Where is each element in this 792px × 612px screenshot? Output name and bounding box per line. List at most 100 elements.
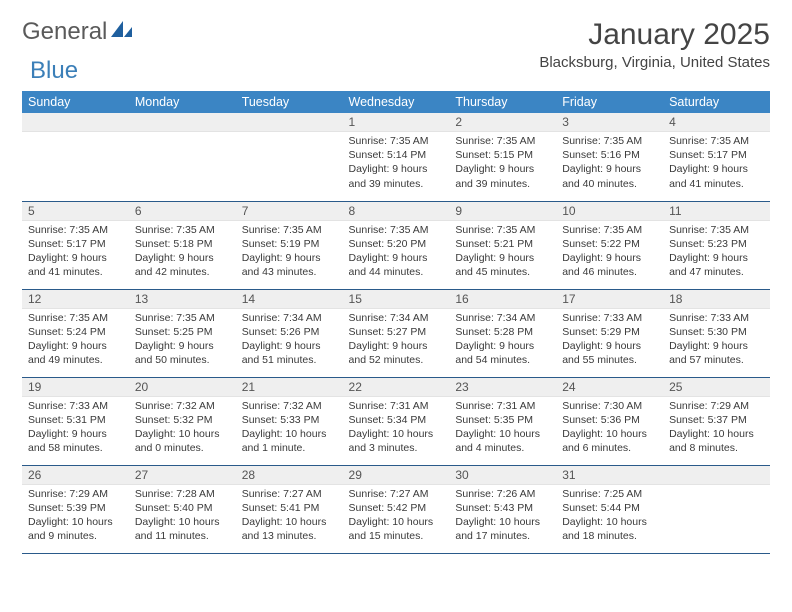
day-content	[663, 485, 770, 545]
day-content	[22, 132, 129, 192]
calendar-day-cell: 23Sunrise: 7:31 AMSunset: 5:35 PMDayligh…	[449, 377, 556, 465]
weekday-header: Tuesday	[236, 91, 343, 113]
calendar-day-cell: 13Sunrise: 7:35 AMSunset: 5:25 PMDayligh…	[129, 289, 236, 377]
day-number: 10	[556, 202, 663, 221]
calendar-day-cell: 31Sunrise: 7:25 AMSunset: 5:44 PMDayligh…	[556, 465, 663, 553]
calendar-table: SundayMondayTuesdayWednesdayThursdayFrid…	[22, 91, 770, 554]
day-number: 31	[556, 466, 663, 485]
day-content: Sunrise: 7:35 AMSunset: 5:21 PMDaylight:…	[449, 221, 556, 284]
day-content: Sunrise: 7:29 AMSunset: 5:37 PMDaylight:…	[663, 397, 770, 460]
day-content	[129, 132, 236, 192]
calendar-day-cell: 16Sunrise: 7:34 AMSunset: 5:28 PMDayligh…	[449, 289, 556, 377]
day-number: 29	[343, 466, 450, 485]
calendar-page: General January 2025 Blacksburg, Virgini…	[0, 0, 792, 554]
day-number	[22, 113, 129, 132]
day-content: Sunrise: 7:28 AMSunset: 5:40 PMDaylight:…	[129, 485, 236, 548]
calendar-day-cell	[22, 113, 129, 201]
calendar-day-cell: 19Sunrise: 7:33 AMSunset: 5:31 PMDayligh…	[22, 377, 129, 465]
weekday-header: Monday	[129, 91, 236, 113]
day-content: Sunrise: 7:35 AMSunset: 5:17 PMDaylight:…	[22, 221, 129, 284]
day-number: 5	[22, 202, 129, 221]
calendar-week-row: 12Sunrise: 7:35 AMSunset: 5:24 PMDayligh…	[22, 289, 770, 377]
weekday-header: Saturday	[663, 91, 770, 113]
brand-word-1: General	[22, 18, 107, 46]
day-content	[236, 132, 343, 192]
calendar-day-cell: 30Sunrise: 7:26 AMSunset: 5:43 PMDayligh…	[449, 465, 556, 553]
day-number: 21	[236, 378, 343, 397]
day-content: Sunrise: 7:32 AMSunset: 5:33 PMDaylight:…	[236, 397, 343, 460]
day-number: 19	[22, 378, 129, 397]
day-content: Sunrise: 7:35 AMSunset: 5:22 PMDaylight:…	[556, 221, 663, 284]
calendar-day-cell: 7Sunrise: 7:35 AMSunset: 5:19 PMDaylight…	[236, 201, 343, 289]
day-content: Sunrise: 7:30 AMSunset: 5:36 PMDaylight:…	[556, 397, 663, 460]
day-number: 12	[22, 290, 129, 309]
day-content: Sunrise: 7:29 AMSunset: 5:39 PMDaylight:…	[22, 485, 129, 548]
day-content: Sunrise: 7:35 AMSunset: 5:25 PMDaylight:…	[129, 309, 236, 372]
month-title: January 2025	[539, 18, 770, 52]
day-number: 8	[343, 202, 450, 221]
calendar-day-cell: 4Sunrise: 7:35 AMSunset: 5:17 PMDaylight…	[663, 113, 770, 201]
calendar-day-cell: 25Sunrise: 7:29 AMSunset: 5:37 PMDayligh…	[663, 377, 770, 465]
day-content: Sunrise: 7:32 AMSunset: 5:32 PMDaylight:…	[129, 397, 236, 460]
weekday-header: Wednesday	[343, 91, 450, 113]
day-content: Sunrise: 7:35 AMSunset: 5:17 PMDaylight:…	[663, 132, 770, 195]
day-number: 1	[343, 113, 450, 132]
calendar-day-cell: 18Sunrise: 7:33 AMSunset: 5:30 PMDayligh…	[663, 289, 770, 377]
calendar-day-cell: 5Sunrise: 7:35 AMSunset: 5:17 PMDaylight…	[22, 201, 129, 289]
calendar-week-row: 1Sunrise: 7:35 AMSunset: 5:14 PMDaylight…	[22, 113, 770, 201]
calendar-day-cell: 20Sunrise: 7:32 AMSunset: 5:32 PMDayligh…	[129, 377, 236, 465]
day-content: Sunrise: 7:35 AMSunset: 5:18 PMDaylight:…	[129, 221, 236, 284]
calendar-day-cell: 14Sunrise: 7:34 AMSunset: 5:26 PMDayligh…	[236, 289, 343, 377]
calendar-week-row: 5Sunrise: 7:35 AMSunset: 5:17 PMDaylight…	[22, 201, 770, 289]
brand-logo: General	[22, 18, 137, 46]
brand-word-2: Blue	[30, 57, 78, 85]
calendar-day-cell: 22Sunrise: 7:31 AMSunset: 5:34 PMDayligh…	[343, 377, 450, 465]
day-content: Sunrise: 7:35 AMSunset: 5:24 PMDaylight:…	[22, 309, 129, 372]
day-number: 14	[236, 290, 343, 309]
day-number: 16	[449, 290, 556, 309]
calendar-week-row: 19Sunrise: 7:33 AMSunset: 5:31 PMDayligh…	[22, 377, 770, 465]
day-number: 25	[663, 378, 770, 397]
calendar-day-cell: 6Sunrise: 7:35 AMSunset: 5:18 PMDaylight…	[129, 201, 236, 289]
day-number: 9	[449, 202, 556, 221]
day-number: 22	[343, 378, 450, 397]
day-number: 15	[343, 290, 450, 309]
day-content: Sunrise: 7:26 AMSunset: 5:43 PMDaylight:…	[449, 485, 556, 548]
day-number: 13	[129, 290, 236, 309]
day-content: Sunrise: 7:34 AMSunset: 5:26 PMDaylight:…	[236, 309, 343, 372]
day-number: 20	[129, 378, 236, 397]
calendar-day-cell: 27Sunrise: 7:28 AMSunset: 5:40 PMDayligh…	[129, 465, 236, 553]
calendar-day-cell: 1Sunrise: 7:35 AMSunset: 5:14 PMDaylight…	[343, 113, 450, 201]
day-number: 28	[236, 466, 343, 485]
day-content: Sunrise: 7:27 AMSunset: 5:42 PMDaylight:…	[343, 485, 450, 548]
calendar-day-cell	[663, 465, 770, 553]
calendar-day-cell: 2Sunrise: 7:35 AMSunset: 5:15 PMDaylight…	[449, 113, 556, 201]
day-number: 6	[129, 202, 236, 221]
calendar-header-row: SundayMondayTuesdayWednesdayThursdayFrid…	[22, 91, 770, 113]
day-number: 11	[663, 202, 770, 221]
day-number	[236, 113, 343, 132]
calendar-day-cell	[129, 113, 236, 201]
day-content: Sunrise: 7:35 AMSunset: 5:16 PMDaylight:…	[556, 132, 663, 195]
day-content: Sunrise: 7:35 AMSunset: 5:20 PMDaylight:…	[343, 221, 450, 284]
calendar-day-cell: 15Sunrise: 7:34 AMSunset: 5:27 PMDayligh…	[343, 289, 450, 377]
calendar-day-cell: 12Sunrise: 7:35 AMSunset: 5:24 PMDayligh…	[22, 289, 129, 377]
day-number: 24	[556, 378, 663, 397]
day-content: Sunrise: 7:34 AMSunset: 5:27 PMDaylight:…	[343, 309, 450, 372]
weekday-header: Thursday	[449, 91, 556, 113]
day-content: Sunrise: 7:31 AMSunset: 5:35 PMDaylight:…	[449, 397, 556, 460]
calendar-day-cell: 3Sunrise: 7:35 AMSunset: 5:16 PMDaylight…	[556, 113, 663, 201]
sail-icon	[109, 18, 137, 46]
calendar-day-cell: 11Sunrise: 7:35 AMSunset: 5:23 PMDayligh…	[663, 201, 770, 289]
day-number: 18	[663, 290, 770, 309]
weekday-header: Sunday	[22, 91, 129, 113]
day-number: 7	[236, 202, 343, 221]
calendar-day-cell: 9Sunrise: 7:35 AMSunset: 5:21 PMDaylight…	[449, 201, 556, 289]
location-text: Blacksburg, Virginia, United States	[539, 54, 770, 71]
day-content: Sunrise: 7:25 AMSunset: 5:44 PMDaylight:…	[556, 485, 663, 548]
calendar-week-row: 26Sunrise: 7:29 AMSunset: 5:39 PMDayligh…	[22, 465, 770, 553]
calendar-day-cell: 28Sunrise: 7:27 AMSunset: 5:41 PMDayligh…	[236, 465, 343, 553]
day-number: 30	[449, 466, 556, 485]
day-content: Sunrise: 7:33 AMSunset: 5:29 PMDaylight:…	[556, 309, 663, 372]
day-content: Sunrise: 7:35 AMSunset: 5:15 PMDaylight:…	[449, 132, 556, 195]
